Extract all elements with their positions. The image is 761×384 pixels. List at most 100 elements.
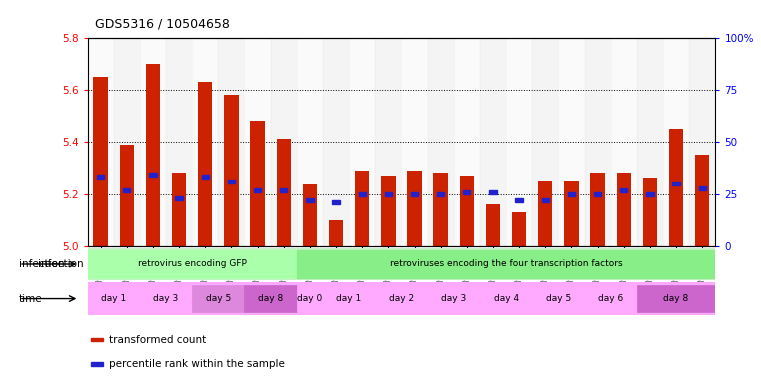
Text: day 2: day 2 [389,294,414,303]
Bar [375,38,402,246]
Bar [564,181,578,246]
Text: day 1: day 1 [336,294,361,303]
Text: day 5: day 5 [546,294,571,303]
Bar [175,196,183,200]
Bar [88,285,140,312]
Bar [699,186,706,190]
Bar [91,338,103,341]
Text: day 8: day 8 [664,294,689,303]
Bar [218,38,244,246]
Bar [244,38,271,246]
Bar [532,38,559,246]
Text: percentile rank within the sample: percentile rank within the sample [110,359,285,369]
Bar [198,83,212,246]
Bar [643,179,658,246]
Bar [407,170,422,246]
Bar [637,285,715,312]
Bar [149,174,157,177]
Bar [610,38,637,246]
Bar [538,181,552,246]
Text: infection: infection [38,259,84,269]
Text: day 1: day 1 [101,294,126,303]
Bar [512,212,527,246]
Bar [145,64,160,246]
Bar [113,38,140,246]
Text: retrovirus encoding GFP: retrovirus encoding GFP [138,260,247,268]
Bar [94,77,108,246]
Bar [568,192,575,196]
Text: day 3: day 3 [154,294,179,303]
Bar [584,38,610,246]
Bar [123,188,130,192]
Bar [166,38,192,246]
Bar [463,190,470,194]
Bar [515,198,523,202]
Bar [559,38,584,246]
Bar [689,38,715,246]
Bar [591,173,605,246]
Bar [532,285,584,312]
Bar [437,192,444,196]
Bar [637,38,663,246]
Bar [297,285,323,312]
Bar [489,190,497,194]
Bar [411,192,418,196]
Bar [297,250,715,278]
Bar [434,173,448,246]
Text: day 6: day 6 [598,294,623,303]
Bar [402,38,428,246]
Text: day 4: day 4 [493,294,519,303]
Bar [303,184,317,246]
Bar [323,38,349,246]
Bar [224,95,239,246]
Bar [276,139,291,246]
Bar [384,192,392,196]
Bar [594,192,601,196]
Bar [119,145,134,246]
Bar [349,38,375,246]
Text: transformed count: transformed count [110,335,207,345]
Bar [202,175,209,179]
Bar [280,188,288,192]
Bar [616,173,631,246]
Bar [355,170,369,246]
Bar [663,38,689,246]
Bar [323,285,375,312]
Bar [673,182,680,185]
Bar [428,285,480,312]
Bar [88,250,297,278]
Bar [140,285,192,312]
Bar [88,38,113,246]
Bar [228,180,235,183]
Bar [97,175,104,179]
Bar [306,198,314,202]
Bar [271,38,297,246]
Bar [250,121,265,246]
Bar [140,38,166,246]
Bar [172,173,186,246]
Bar [254,188,261,192]
Bar [375,285,428,312]
Bar [460,176,474,246]
Text: GDS5316 / 10504658: GDS5316 / 10504658 [95,18,230,31]
Bar [480,38,506,246]
Bar [244,285,297,312]
Bar [333,200,339,204]
Text: day 0: day 0 [298,294,323,303]
Bar [358,192,366,196]
Bar [486,204,500,246]
Bar [695,155,709,246]
Text: infection: infection [19,259,65,269]
Bar [506,38,532,246]
Bar [620,188,627,192]
Text: day 8: day 8 [258,294,283,303]
Bar [542,198,549,202]
Bar [329,220,343,246]
Bar [646,192,654,196]
Text: time: time [19,293,43,304]
Text: retroviruses encoding the four transcription factors: retroviruses encoding the four transcrip… [390,260,622,268]
Bar [381,176,396,246]
Bar [428,38,454,246]
Bar [669,129,683,246]
Text: day 5: day 5 [205,294,231,303]
